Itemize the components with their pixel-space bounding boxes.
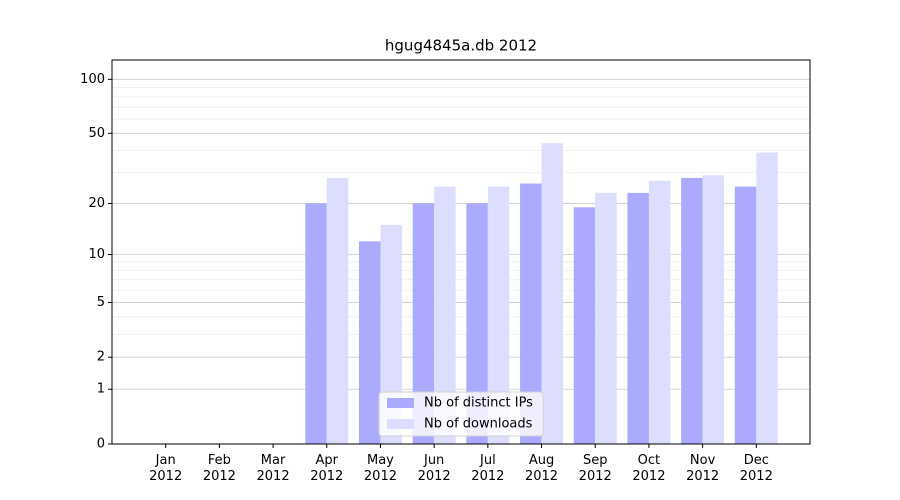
x-tick-label: Mar 2012 [256,453,290,484]
bar [305,203,327,444]
bar [326,177,349,444]
x-tick-label: Dec 2012 [739,453,773,484]
legend-box [378,391,544,437]
x-tick-label: Feb 2012 [202,453,236,484]
y-tick-label: 5 [97,295,105,310]
bar [702,175,725,444]
plot-frame [111,59,811,445]
bar [734,186,757,444]
x-tick-label: Jul 2012 [471,453,505,484]
bar [466,203,488,444]
x-tick-label: Sep 2012 [578,453,612,484]
bar [380,224,402,444]
bar [520,183,542,445]
bar [358,241,381,444]
bar [648,180,671,445]
legend-swatch [387,398,414,408]
bar [412,203,435,444]
legend: Nb of distinct IPs Nb of downloads [378,391,544,437]
bar [573,207,596,444]
x-tick-label: Aug 2012 [524,453,559,484]
bar [756,152,778,444]
y-tick-label: 10 [88,247,105,262]
legend-label: Nb of downloads [424,417,533,432]
bar [627,192,649,444]
legend-swatch [387,419,414,429]
y-tick-label: 0 [97,437,105,452]
bar [487,186,510,444]
chart-title: hgug4845a.db 2012 [385,37,537,55]
y-tick-label: 2 [97,350,105,365]
x-tick-label: Oct 2012 [632,453,666,484]
x-tick-label: Jan 2012 [149,453,183,484]
y-tick-label: 1 [97,382,105,397]
y-tick-label: 50 [88,126,105,141]
bar [541,143,564,444]
bar [595,192,617,444]
y-tick-label: 20 [88,196,105,211]
x-tick-label: Jun 2012 [417,453,451,484]
x-tick-label: May 2012 [363,453,397,484]
bar [434,186,456,444]
legend-label: Nb of distinct IPs [424,396,533,411]
y-tick-label: 100 [80,72,105,87]
bar [681,177,703,444]
x-tick-label: Nov 2012 [686,453,720,484]
x-tick-label: Apr 2012 [310,453,344,484]
